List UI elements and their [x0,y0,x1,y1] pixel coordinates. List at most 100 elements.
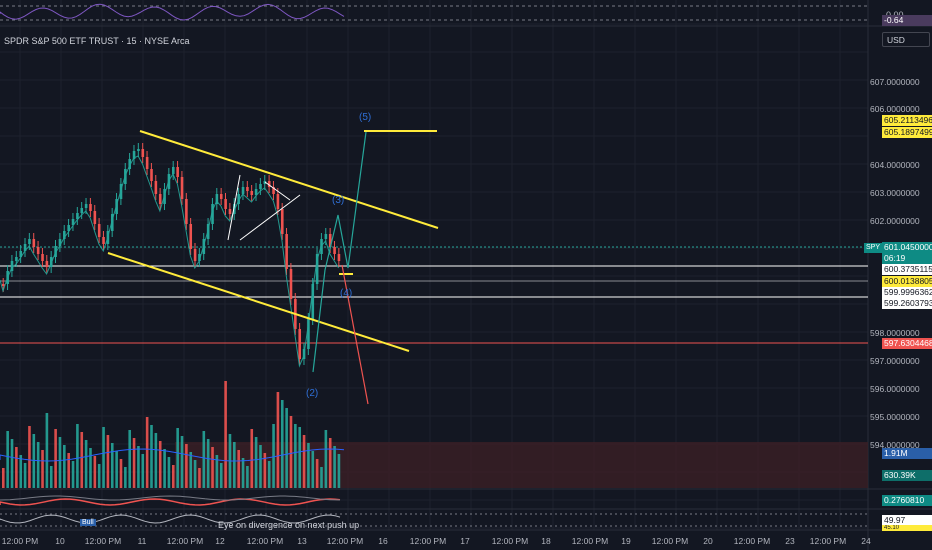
price-axis-label: 598.0000000 [870,328,920,338]
volume-tag: 1.91M [882,448,932,459]
candle-body [324,234,328,239]
time-axis-label: 12:00 PM [326,536,364,546]
volume-bar [158,441,162,488]
time-axis-label: 20 [703,536,713,546]
candle-body [215,194,219,204]
candle-body [71,219,75,225]
level-price-tag: 599.2603793 [882,298,932,309]
volume-bar [315,459,319,488]
volume-bar [110,443,114,488]
candle-body [158,194,162,204]
candle-body [63,231,66,239]
last-price-tag: 601.0450000 [882,242,932,253]
volume-bar [176,428,179,488]
price-axis-label: 595.0000000 [870,412,920,422]
candle-body [263,181,267,184]
time-axis-label: 23 [785,536,795,546]
volume-bar [137,446,140,488]
volume-bar [224,381,227,488]
top-pane-value-badge: -0.64 [882,15,932,26]
candle-body [36,247,40,254]
volume-bar [298,427,302,488]
volume-bar [219,463,223,488]
oscillator-signal-line [0,495,341,501]
candle-body [45,261,49,267]
candle-body [67,225,70,231]
candle-body [285,234,288,269]
volume-bar [80,432,84,488]
volume-bar [54,429,57,488]
candle-body [272,187,275,194]
pattern-line [227,174,241,241]
volume-bar [246,466,249,488]
candle-body [97,224,101,237]
time-axis-label: 12:00 PM [1,536,39,546]
time-axis-label: 12:00 PM [246,536,284,546]
volume-bar [241,458,245,488]
volume-bar [45,413,49,488]
time-axis-label: 12:00 PM [733,536,771,546]
candle-body [280,209,284,234]
wave-label-2[interactable]: (2) [306,388,319,399]
volume-bar [58,437,62,488]
candle-body [58,239,62,246]
candle-body [28,239,31,244]
time-axis-label: 24 [861,536,871,546]
candle-body [259,184,262,189]
candle-body [307,319,310,349]
candle-body [241,187,245,194]
candle-body [19,251,23,257]
candle-body [172,167,175,174]
candle-body [154,181,158,194]
wave-label-5[interactable]: (5) [359,112,372,123]
volume-bar [259,445,262,488]
candle-body [233,204,236,214]
volume-bar [193,460,197,488]
candle-body [128,159,132,169]
time-axis-label: 18 [541,536,551,546]
volume-bar [76,424,79,488]
volume-bar [185,444,188,488]
top-oscillator-line [0,3,345,21]
volume-bar [311,451,315,488]
volume-bar [23,463,27,488]
oscillator-tag: 45.10 [882,525,932,531]
pattern-line [264,181,291,201]
level-price-tag: 600.0138805 [882,276,932,287]
volume-bar [154,433,158,488]
time-axis-label: 16 [378,536,388,546]
time-axis-label: 10 [55,536,65,546]
candle-body [276,194,280,209]
symbol-badge: SPY [864,243,882,253]
candle-body [193,249,197,261]
candle-body [41,254,44,261]
candle-body [10,261,14,271]
wave-label-4[interactable]: (4) [340,288,353,299]
volume-bar [10,439,14,488]
wave-label-3[interactable]: (3) [332,195,345,206]
chart-note[interactable]: Eye on divergence on next push up [218,520,360,530]
volume-bar [93,456,97,488]
candle-body [84,204,88,208]
wave-path [312,131,367,373]
volume-tag: 630.39K [882,470,932,481]
pattern-line [239,194,301,241]
oscillator-line [0,498,341,506]
price-axis-label: 602.0000000 [870,216,920,226]
candle-body [246,187,249,191]
volume-bar [307,443,310,488]
time-axis-label: 19 [621,536,631,546]
price-axis-label: 594.0000000 [870,440,920,450]
candle-body [328,234,332,247]
candle-body [80,208,84,213]
candle-body [224,199,227,209]
currency-selector[interactable]: USD [882,32,930,47]
time-axis-label: 12:00 PM [166,536,204,546]
candle-body [337,254,341,261]
symbol-title[interactable]: SPDR S&P 500 ETF TRUST · 15 · NYSE Arca [4,36,190,46]
time-axis-label: 12:00 PM [651,536,689,546]
volume-bar [237,450,240,488]
candle-body [311,284,315,319]
channel-lower-line [107,252,410,352]
